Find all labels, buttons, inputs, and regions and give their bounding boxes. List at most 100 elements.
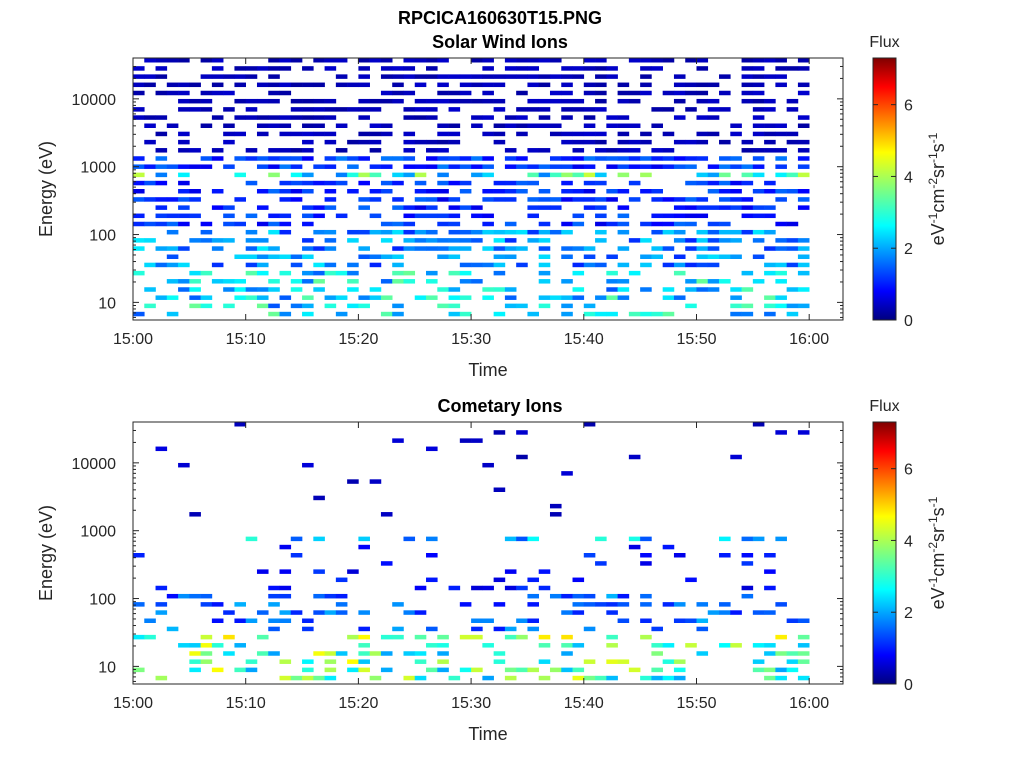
heatmap-cell: [752, 172, 765, 178]
heatmap-cell: [764, 139, 776, 145]
heatmap-cell: [166, 58, 179, 63]
heatmap-cell: [313, 569, 325, 574]
heatmap-cell: [245, 180, 258, 186]
heatmap-cell: [482, 115, 494, 120]
heatmap-cell: [617, 221, 630, 227]
heatmap-cell: [538, 229, 551, 235]
colorbar-tick-label: 2: [904, 241, 913, 258]
panel-title: Cometary Ions: [437, 396, 562, 416]
heatmap-cell: [595, 238, 607, 243]
heatmap-cell: [549, 90, 562, 96]
heatmap-cell: [719, 197, 731, 202]
heatmap-cell: [775, 430, 787, 435]
heatmap-cell: [279, 311, 292, 317]
heatmap-cell: [741, 172, 754, 178]
heatmap-cell: [617, 139, 630, 145]
heatmap-cell: [245, 536, 258, 542]
heatmap-cell: [775, 66, 787, 71]
heatmap-cell: [493, 651, 506, 656]
heatmap-cell: [133, 66, 145, 71]
heatmap-cell: [775, 189, 787, 194]
heatmap-cell: [245, 295, 258, 300]
heatmap-cell: [561, 593, 573, 599]
heatmap-cell: [403, 205, 416, 210]
heatmap-cell: [211, 148, 224, 153]
heatmap-cell: [256, 610, 269, 615]
heatmap-cell: [302, 115, 314, 120]
heatmap-cell: [628, 180, 641, 186]
heatmap-cell: [448, 213, 461, 219]
heatmap-cell: [324, 180, 337, 186]
heatmap-cell: [426, 536, 438, 542]
heatmap-cell: [707, 262, 720, 268]
heatmap-cell: [155, 148, 168, 153]
heatmap-cell: [561, 279, 573, 284]
heatmap-cell: [302, 213, 314, 219]
heatmap-cell: [302, 667, 314, 673]
heatmap-cell: [313, 287, 325, 292]
heatmap-cell: [752, 58, 765, 63]
heatmap-cell: [538, 221, 551, 227]
heatmap-cell: [144, 618, 156, 623]
heatmap-cell: [459, 90, 472, 96]
heatmap-cell: [256, 270, 269, 276]
heatmap-cell: [268, 303, 280, 309]
heatmap-cell: [189, 213, 201, 219]
heatmap-cell: [685, 279, 697, 284]
heatmap-cell: [414, 189, 427, 194]
heatmap-cell: [606, 279, 618, 284]
heatmap-cell: [302, 270, 314, 276]
heatmap-cell: [437, 254, 449, 259]
heatmap-cell: [662, 311, 675, 317]
heatmap-cell: [651, 221, 663, 227]
heatmap-cell: [583, 262, 596, 268]
heatmap-cell: [572, 148, 585, 153]
heatmap-cell: [459, 189, 472, 194]
heatmap-cell: [685, 287, 697, 292]
heatmap-cell: [245, 270, 258, 276]
heatmap-cell: [583, 189, 596, 194]
heatmap-cell: [324, 107, 337, 112]
heatmap-cell: [155, 246, 168, 251]
heatmap-cell: [752, 422, 765, 427]
heatmap-cell: [764, 74, 776, 79]
heatmap-cell: [245, 213, 258, 219]
solar-wind-panel: Solar Wind Ions 15:00 15:10 15:20 15:30 15:4…: [36, 32, 948, 380]
heatmap-cell: [155, 221, 168, 227]
heatmap-cell: [392, 197, 404, 202]
heatmap-cell: [245, 667, 258, 673]
heatmap-cell: [493, 139, 506, 145]
heatmap-cell: [764, 585, 776, 591]
heatmap-cell: [493, 246, 506, 251]
heatmap-cell: [640, 536, 652, 542]
heatmap-cell: [752, 148, 765, 153]
heatmap-cell: [380, 131, 393, 137]
heatmap-cell: [493, 254, 506, 259]
heatmap-cell: [189, 512, 201, 517]
heatmap-cell: [290, 189, 303, 194]
heatmap-cell: [516, 74, 528, 79]
heatmap-cell: [369, 675, 382, 681]
heatmap-cell: [426, 279, 438, 284]
heatmap-cell: [403, 148, 416, 153]
heatmap-cell: [786, 139, 799, 145]
heatmap-cell: [234, 156, 246, 161]
heatmap-cell: [403, 74, 416, 79]
heatmap-cell: [437, 180, 449, 186]
heatmap-cell: [256, 115, 269, 120]
heatmap-cell: [752, 66, 765, 71]
heatmap-cell: [256, 262, 269, 268]
heatmap-cell: [211, 246, 224, 251]
heatmap-cell: [482, 90, 494, 96]
heatmap-cell: [155, 66, 168, 71]
heatmap-cell: [380, 667, 393, 673]
heatmap-cell: [775, 303, 787, 309]
heatmap-cell: [482, 197, 494, 202]
heatmap-cell: [459, 270, 472, 276]
heatmap-cell: [617, 593, 630, 599]
heatmap-cell: [707, 82, 720, 88]
heatmap-cell: [448, 675, 461, 681]
heatmap-cell: [133, 74, 145, 79]
heatmap-cell: [211, 115, 224, 120]
heatmap-cell: [595, 205, 607, 210]
